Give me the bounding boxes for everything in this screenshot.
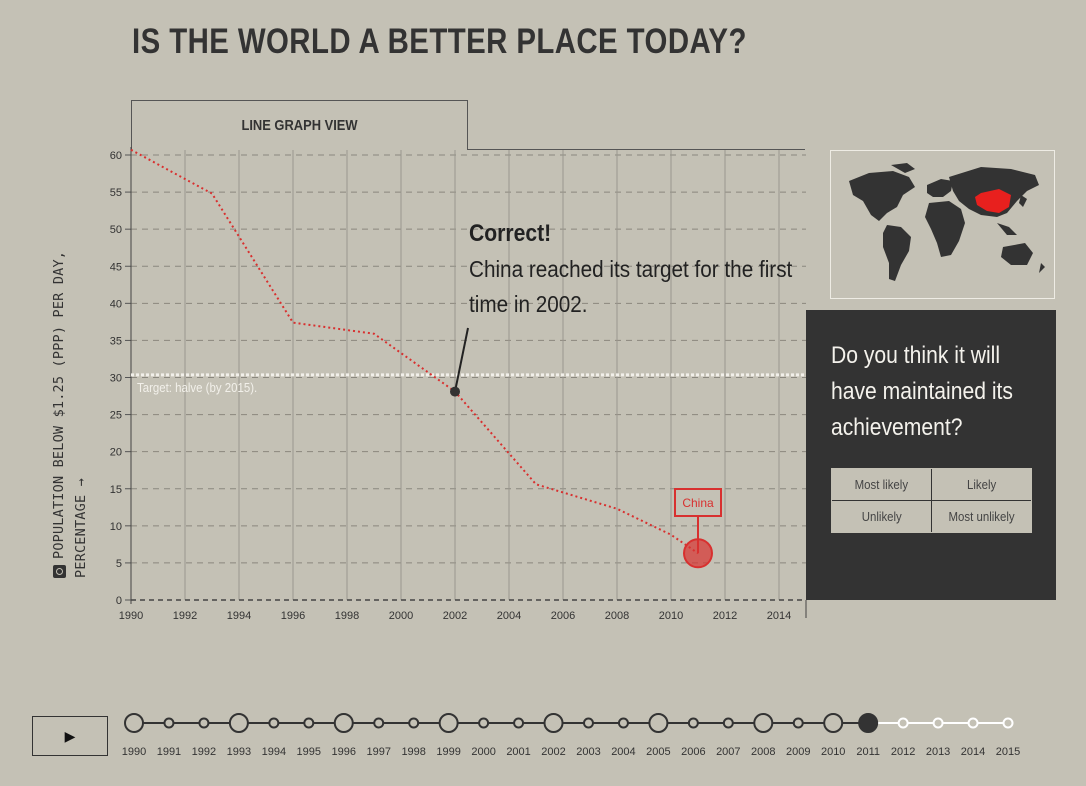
annotation-pointer xyxy=(454,327,469,392)
option-unlikely[interactable]: Unlikely xyxy=(832,501,931,532)
y-tick-label: 20 xyxy=(110,447,122,459)
x-tick-label: 2010 xyxy=(659,610,683,622)
y-tick-label: 40 xyxy=(110,298,122,310)
annotation-body: China reached its target for the first t… xyxy=(469,256,793,317)
x-tick-label: 2008 xyxy=(605,610,629,622)
y-tick-label: 50 xyxy=(110,224,122,236)
y-axis-label-text: POPULATION BELOW $1.25 (PPP) PER DAY, PE… xyxy=(51,250,89,578)
y-tick-label: 55 xyxy=(110,187,122,199)
answer-options: Most likely Likely Unlikely Most unlikel… xyxy=(831,468,1032,533)
x-tick-label: 1998 xyxy=(335,610,359,622)
target-label: Target: halve (by 2015). xyxy=(137,380,258,395)
world-map xyxy=(830,150,1055,299)
y-tick-label: 45 xyxy=(110,261,122,273)
x-tick-label: 2006 xyxy=(551,610,575,622)
y-tick-label: 5 xyxy=(116,558,122,570)
x-tick-label: 1994 xyxy=(227,610,251,622)
china-highlight xyxy=(975,189,1011,213)
y-tick-label: 15 xyxy=(110,484,122,496)
y-axis-label: POPULATION BELOW $1.25 (PPP) PER DAY, PE… xyxy=(48,208,92,578)
play-icon: ▶ xyxy=(64,727,76,744)
annotation: Correct! China reached its target for th… xyxy=(469,220,799,322)
y-tick-label: 30 xyxy=(110,373,122,385)
tab-underline xyxy=(468,149,805,150)
x-tick-label: 2012 xyxy=(713,610,737,622)
x-tick-label: 2000 xyxy=(389,610,413,622)
x-tick-label: 2002 xyxy=(443,610,467,622)
series-line-china xyxy=(130,148,699,555)
option-most-unlikely[interactable]: Most unlikely xyxy=(932,501,1031,532)
x-tick-label: 2014 xyxy=(767,610,791,622)
tab-line-graph-view[interactable]: LINE GRAPH VIEW xyxy=(131,100,468,150)
option-likely[interactable]: Likely xyxy=(932,469,1031,500)
y-tick-label: 60 xyxy=(110,150,122,162)
page-title: IS THE WORLD A BETTER PLACE TODAY? xyxy=(132,22,747,61)
highlight-point xyxy=(450,386,460,397)
option-most-likely[interactable]: Most likely xyxy=(832,469,931,500)
play-button[interactable]: ▶ xyxy=(32,716,108,756)
y-tick-label: 25 xyxy=(110,410,122,422)
current-point xyxy=(683,538,713,569)
annotation-heading: Correct! xyxy=(469,220,552,247)
money-icon xyxy=(52,565,66,578)
x-tick-label: 1990 xyxy=(119,610,143,622)
world-map-icon xyxy=(849,163,1045,281)
series-label: China xyxy=(674,488,722,517)
x-tick-label: 2004 xyxy=(497,610,521,622)
question-panel: Do you think it will have maintained its… xyxy=(806,310,1056,600)
y-tick-label: 10 xyxy=(110,521,122,533)
question-text: Do you think it will have maintained its… xyxy=(831,342,1013,441)
x-tick-label: 1996 xyxy=(281,610,305,622)
tab-label: LINE GRAPH VIEW xyxy=(241,117,358,134)
x-tick-label: 1992 xyxy=(173,610,197,622)
y-tick-label: 35 xyxy=(110,335,122,347)
y-tick-label: 0 xyxy=(116,595,122,607)
